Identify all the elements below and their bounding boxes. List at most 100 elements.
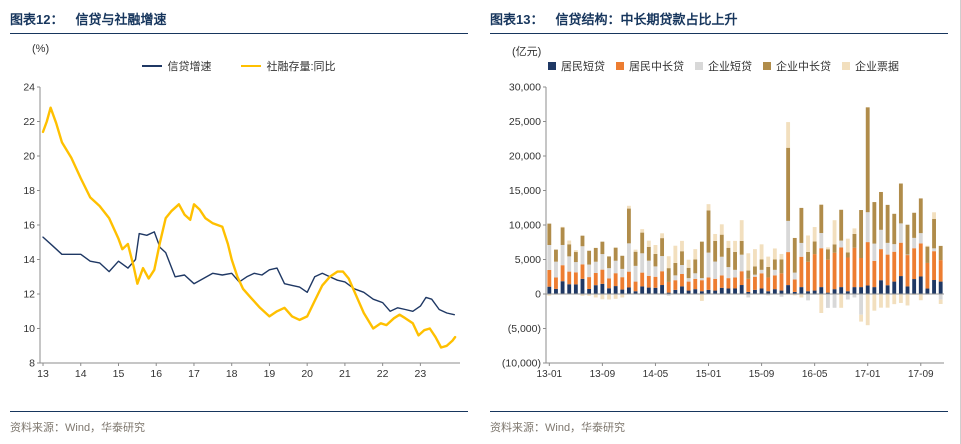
bar-segment-s4: [646, 240, 651, 247]
bar-segment-s2: [879, 229, 883, 250]
bar-segment-s0: [898, 276, 903, 294]
bar-segment-s2: [719, 256, 724, 276]
bar-segment-s4: [633, 249, 638, 252]
bar-segment-s1: [772, 275, 777, 290]
bar-segment-s2: [554, 261, 558, 278]
bar-segment-s1: [580, 264, 585, 279]
bar-segment-s1: [686, 281, 691, 291]
bar-segment-s3: [567, 244, 572, 257]
bar-segment-s4: [786, 122, 791, 148]
legend-square-marker: [763, 62, 771, 70]
bar-segment-s2: [839, 240, 844, 248]
bar-segment-s2: [666, 294, 671, 296]
bar-segment-s0: [892, 281, 897, 294]
bar-segment-s4: [865, 294, 870, 326]
bar-segment-s3: [825, 249, 830, 260]
bar-segment-s3: [686, 267, 691, 279]
bar-segment-s0: [766, 291, 771, 294]
svg-text:0: 0: [535, 289, 541, 301]
bar-segment-s1: [554, 277, 558, 289]
fig12-source-text: Wind，华泰研究: [65, 422, 146, 434]
bar-segment-s1: [746, 278, 751, 292]
bar-segment-s0: [852, 287, 857, 294]
legend-square-marker: [616, 62, 624, 70]
bar-segment-s4: [759, 244, 764, 260]
svg-text:10,000: 10,000: [509, 220, 541, 232]
svg-text:10: 10: [23, 323, 35, 335]
bar-segment-s3: [726, 247, 731, 268]
bar-segment-s1: [547, 269, 552, 287]
bar-segment-s1: [832, 252, 837, 290]
bar-segment-s4: [713, 233, 718, 241]
bar-segment-s1: [633, 281, 638, 292]
bar-segment-s4: [885, 294, 890, 308]
bar-segment-s4: [706, 204, 711, 211]
bar-segment-s2: [799, 242, 804, 257]
panel-fig13: 图表13： 信贷结构：中长期贷款占比上升 (亿元) 居民短贷 居民中长贷 企业短贷 企…: [480, 0, 960, 444]
bar-segment-s2: [613, 260, 618, 274]
bar-segment-s1: [567, 271, 572, 285]
svg-text:16: 16: [150, 368, 162, 380]
bar-segment-s4: [613, 294, 618, 299]
fig12-source-prefix: 资料来源：: [10, 422, 65, 434]
bar-segment-s2: [699, 278, 704, 281]
bar-segment-s0: [819, 287, 824, 294]
bar-segment-s1: [607, 278, 611, 289]
bar-segment-s0: [845, 291, 850, 294]
bar-segment-s3: [865, 107, 870, 213]
bar-segment-s3: [666, 268, 671, 282]
bar-segment-s3: [839, 209, 844, 241]
bar-segment-s0: [799, 287, 804, 294]
fig13-source-text: Wind，华泰研究: [545, 422, 626, 434]
legend-line-marker: [241, 65, 262, 67]
bar-segment-s0: [733, 288, 737, 294]
bar-segment-s3: [806, 251, 810, 262]
bar-segment-s0: [686, 290, 691, 294]
svg-text:15-09: 15-09: [749, 369, 775, 380]
bar-segment-s4: [932, 212, 936, 219]
line-series-0: [42, 231, 455, 316]
bar-segment-s2: [806, 294, 810, 301]
bar-segment-s1: [819, 248, 824, 288]
bar-segment-s1: [693, 278, 698, 290]
bar-segment-s3: [673, 262, 678, 276]
bar-segment-s0: [832, 289, 837, 294]
bar-segment-s1: [865, 242, 870, 286]
bar-segment-s0: [912, 279, 917, 294]
svg-text:13-01: 13-01: [537, 369, 563, 380]
bar-segment-s4: [733, 240, 737, 252]
bar-segment-s2: [693, 273, 698, 279]
bar-segment-s2: [573, 262, 578, 273]
bar-segment-s4: [600, 294, 605, 300]
bar-segment-s3: [925, 246, 930, 263]
bar-segment-s2: [706, 252, 711, 278]
bar-segment-s2: [859, 294, 864, 315]
bar-segment-s2: [547, 245, 552, 270]
bar-segment-s3: [587, 250, 592, 265]
bar-segment-s0: [885, 285, 890, 294]
bar-segment-s1: [859, 258, 864, 288]
bar-segment-s1: [938, 260, 943, 282]
bar-segment-s2: [626, 243, 631, 272]
bar-segment-s2: [932, 248, 936, 252]
bar-segment-s0: [620, 289, 625, 294]
bar-segment-s3: [706, 210, 711, 253]
bar-segment-s1: [726, 278, 731, 289]
bar-segment-s1: [845, 257, 850, 292]
bar-segment-s2: [759, 269, 764, 274]
bar-segment-s1: [660, 271, 665, 286]
bar-segment-s2: [620, 268, 625, 278]
bar-segment-s1: [905, 255, 910, 287]
bar-segment-s0: [932, 280, 936, 294]
bar-segment-s0: [640, 286, 645, 294]
bar-segment-s4: [593, 294, 598, 298]
bar-segment-s2: [733, 269, 737, 278]
bar-segment-s3: [872, 202, 877, 244]
bar-segment-s3: [713, 240, 718, 262]
bar-segment-s3: [640, 232, 645, 254]
bar-segment-s1: [613, 273, 618, 287]
bar-segment-s4: [587, 294, 592, 296]
bar-segment-s1: [753, 276, 757, 290]
bar-segment-s4: [607, 294, 611, 300]
bar-segment-s3: [912, 212, 917, 238]
